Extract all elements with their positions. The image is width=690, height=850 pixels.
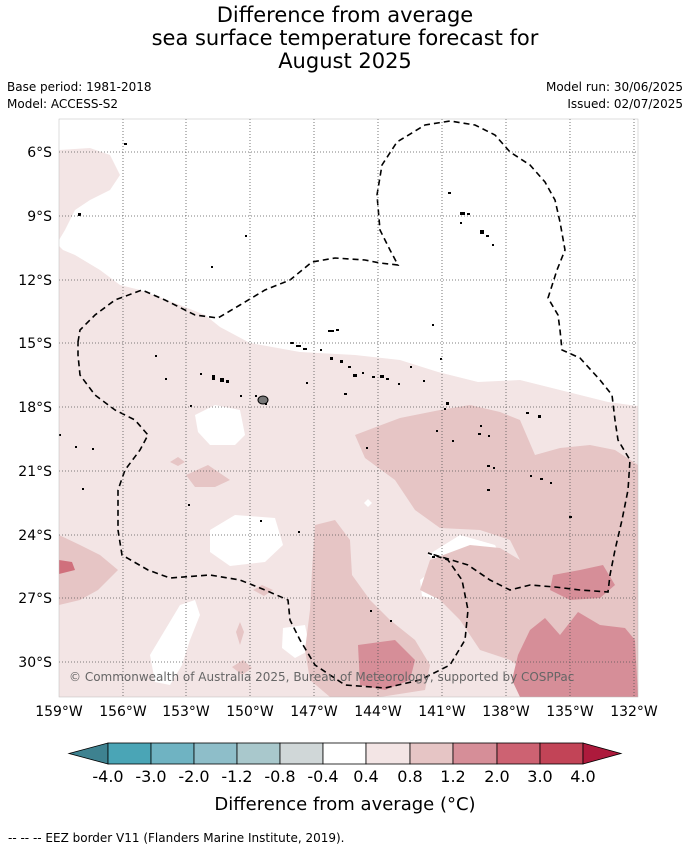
colorbar-segment [107,742,152,765]
colorbar-segment [365,742,411,765]
colorbar-tick-label: 4.0 [570,767,595,786]
map-frame [58,118,639,698]
map-field: © Commonwealth of Australia 2025, Bureau… [59,119,638,697]
title-line-2: sea surface temperature forecast for [151,26,539,50]
colorbar-segment [150,742,195,765]
longitude-label: 159°W [35,704,83,720]
colorbar-arrow-high [582,742,623,765]
title-line-1: Difference from average [216,3,474,27]
anomaly-band-medium [232,660,252,675]
sst-anomaly-map: © Commonwealth of Australia 2025, Bureau… [18,118,658,786]
colorbar-segment [452,742,498,765]
colorbar-tick-label: 0.4 [353,767,378,786]
latitude-label: 18°S [18,400,52,416]
anomaly-band-dark [59,560,75,574]
latitude-label: 27°S [18,591,52,607]
colorbar-title: Difference from average (°C) [214,794,476,815]
colorbar-segment [496,742,541,765]
colorbar-tick-label: 3.0 [527,767,552,786]
neutral-patch [364,499,372,507]
anomaly-band-medium [186,465,230,487]
latitude-label: 21°S [18,464,52,480]
anomaly-band-medium [170,457,185,466]
colorbar: -4.0 -3.0 -2.0 -1.2 -0.8 -0.4 0.4 0.8 1.2 2.0 3.0 4… [67,742,623,786]
colorbar-tick-label: 1.2 [440,767,465,786]
longitude-label: 135°W [546,704,594,720]
anomaly-band-medium [236,622,244,645]
colorbar-tick-label: -0.4 [307,767,338,786]
latitude-label: 15°S [18,336,52,352]
copyright-text: © Commonwealth of Australia 2025, Bureau… [69,670,574,684]
latitude-label: 9°S [27,209,52,225]
latitude-label: 24°S [18,528,52,544]
anomaly-band-medium [59,535,118,605]
anomaly-band-dark [358,640,415,690]
colorbar-tick-label: -0.8 [264,767,295,786]
latitude-label: 30°S [18,655,52,671]
colorbar-tick-label: 2.0 [484,767,509,786]
base-period: Base period: 1981-2018 [7,80,152,94]
colorbar-tick-label: -2.0 [178,767,209,786]
colorbar-tick-label: 0.8 [397,767,422,786]
latitude-label: 6°S [27,145,52,161]
longitude-label: 150°W [226,704,274,720]
islands [59,143,572,622]
neutral-patch [150,600,200,685]
colorbar-tick-label: -1.2 [221,767,252,786]
model-run: Model run: 30/06/2025 [545,80,683,94]
anomaly-band-dark [512,612,638,697]
colorbar-segment [236,742,281,765]
anomaly-band-light-west [59,119,120,240]
longitude-label: 144°W [354,704,402,720]
longitude-label: 141°W [418,704,466,720]
longitude-label: 153°W [162,704,210,720]
eez-footnote: -- -- -- EEZ border V11 (Flanders Marine… [8,831,345,845]
eez-border [77,120,631,689]
gridlines [59,119,638,697]
latitude-labels: 6°S 9°S 12°S 15°S 18°S 21°S 24°S 27°S 30°S [18,145,52,671]
colorbar-segment [322,742,367,765]
longitude-label: 147°W [290,704,338,720]
longitude-labels: 159°W 156°W 153°W 150°W 147°W 144°W 141°W 138°W… [35,704,658,720]
neutral-area-north [59,119,638,406]
colorbar-arrow-low [67,742,109,765]
colorbar-tick-label: -3.0 [135,767,166,786]
neutral-patch [195,405,245,445]
colorbar-tick-label: -4.0 [92,767,123,786]
colorbar-segment [279,742,324,765]
latitude-label: 12°S [18,273,52,289]
anomaly-band-medium [253,585,273,596]
issued-date: Issued: 02/07/2025 [567,97,683,111]
neutral-patch [210,515,283,566]
longitude-label: 138°W [482,704,530,720]
longitude-label: 132°W [610,704,658,720]
neutral-patch [282,625,310,658]
colorbar-segment [539,742,584,765]
title-line-3: August 2025 [278,49,412,73]
model-name: Model: ACCESS-S2 [7,97,119,111]
colorbar-segment [193,742,238,765]
longitude-label: 156°W [99,704,147,720]
anomaly-band-medium [355,405,638,697]
colorbar-segment [409,742,454,765]
